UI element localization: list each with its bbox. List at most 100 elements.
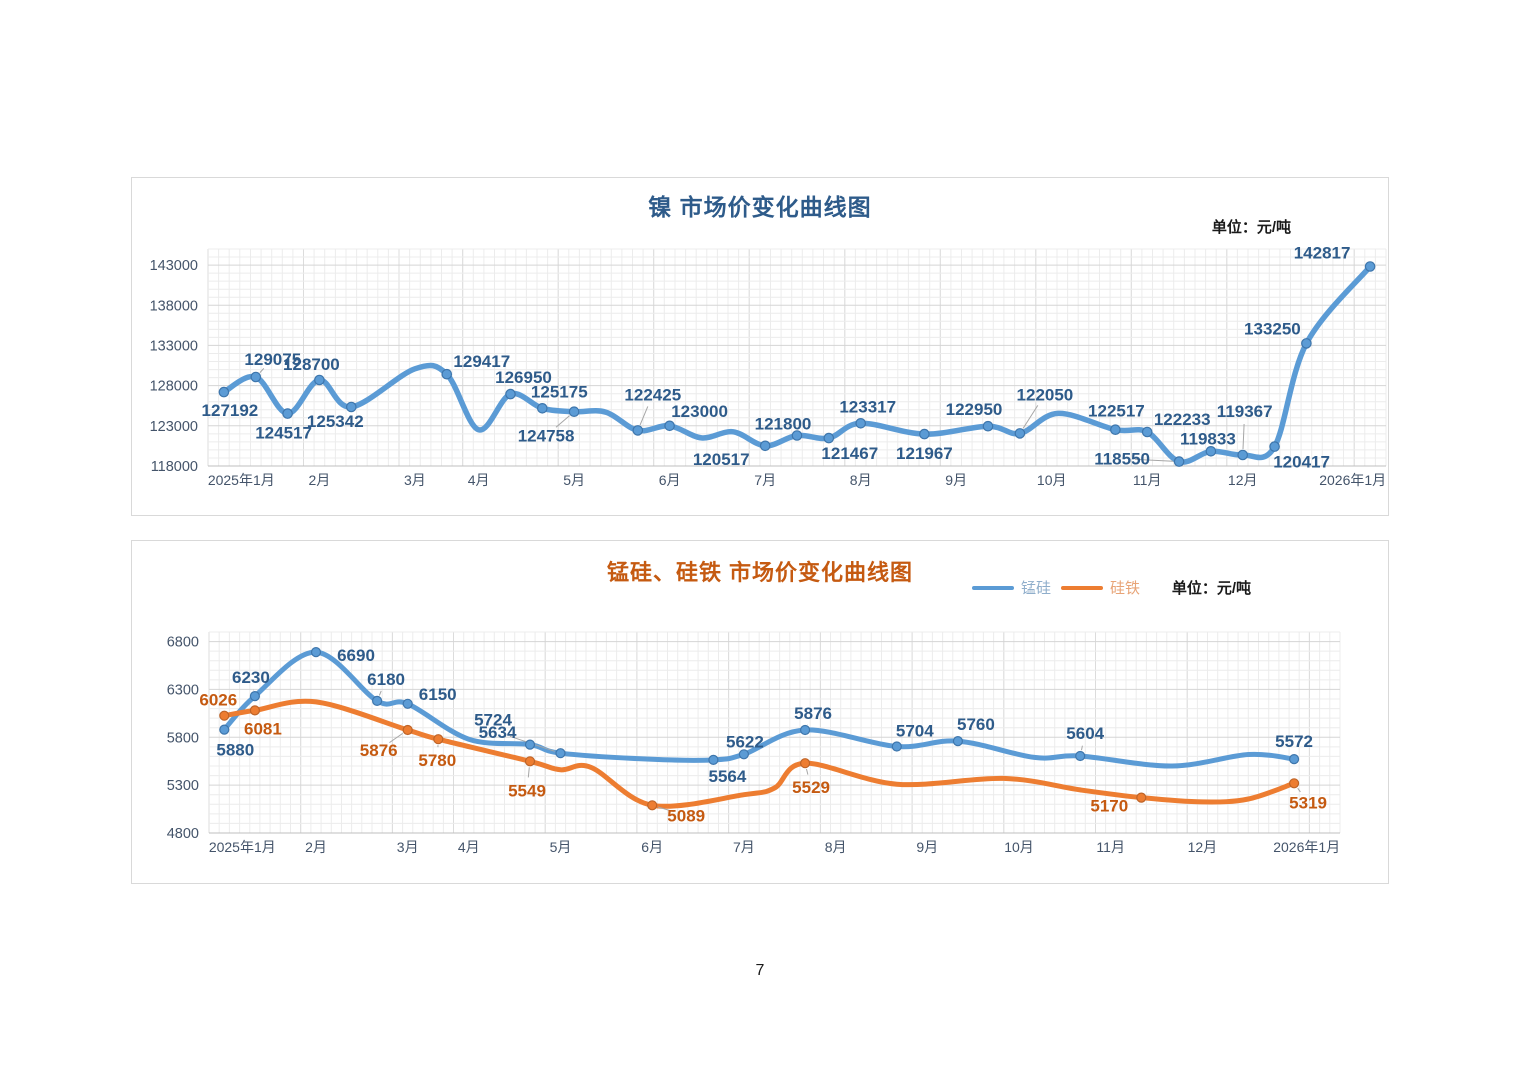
data-point-label: 119367 bbox=[1217, 402, 1273, 421]
label-leader-line bbox=[1242, 423, 1245, 450]
svg-text:2026年1月: 2026年1月 bbox=[1319, 472, 1386, 488]
data-point-marker bbox=[1288, 754, 1300, 765]
data-point-label: 122050 bbox=[1017, 385, 1074, 404]
data-point-marker bbox=[1173, 456, 1185, 467]
svg-text:2026年1月: 2026年1月 bbox=[1273, 839, 1340, 855]
data-point-marker bbox=[982, 420, 994, 432]
data-point-marker bbox=[1014, 428, 1026, 439]
data-point-label: 133250 bbox=[1244, 319, 1301, 338]
data-point-label: 126950 bbox=[495, 368, 552, 387]
data-point-marker bbox=[282, 408, 293, 419]
legend-item-fesi: 硅铁 bbox=[1060, 577, 1140, 598]
data-point-marker bbox=[505, 388, 516, 400]
data-point-marker bbox=[433, 734, 444, 745]
data-point-marker bbox=[1301, 338, 1312, 349]
grid-lines bbox=[208, 631, 1341, 834]
label-leader-line bbox=[639, 406, 649, 426]
svg-text:4月: 4月 bbox=[468, 472, 490, 488]
data-point-marker bbox=[218, 386, 230, 398]
svg-text:6300: 6300 bbox=[167, 682, 199, 698]
svg-text:5月: 5月 bbox=[563, 472, 585, 488]
data-point-marker bbox=[1136, 792, 1147, 803]
simn-line-swatch-icon bbox=[971, 585, 1014, 590]
data-point-label: 129075 bbox=[244, 350, 301, 369]
svg-text:11月: 11月 bbox=[1096, 839, 1125, 855]
data-point-marker bbox=[219, 710, 230, 721]
data-point-marker bbox=[249, 705, 261, 716]
label-leader-line bbox=[657, 806, 674, 813]
data-point-label: 6230 bbox=[232, 668, 270, 687]
label-leader-line bbox=[389, 732, 403, 744]
svg-text:118000: 118000 bbox=[151, 459, 198, 475]
svg-text:3月: 3月 bbox=[397, 839, 419, 855]
data-point-marker bbox=[346, 401, 357, 413]
svg-text:6800: 6800 bbox=[167, 635, 199, 651]
data-point-label: 5604 bbox=[1066, 724, 1104, 743]
data-point-marker bbox=[823, 432, 835, 444]
data-point-marker bbox=[891, 741, 902, 752]
data-point-label: 122517 bbox=[1088, 402, 1145, 421]
data-point-marker bbox=[1205, 445, 1217, 457]
y-axis-labels: 4800 5300 5800 6300 6800 bbox=[167, 635, 199, 842]
alloy-chart-title: 锰硅、硅铁 市场价变化曲线图 bbox=[606, 560, 914, 585]
data-point-marker bbox=[952, 736, 964, 747]
data-point-marker bbox=[759, 440, 771, 452]
svg-text:2025年1月: 2025年1月 bbox=[209, 839, 276, 855]
svg-text:128000: 128000 bbox=[150, 379, 198, 395]
svg-text:10月: 10月 bbox=[1037, 472, 1067, 488]
nickel-unit-label: 单位：元/吨 bbox=[1211, 219, 1291, 236]
data-point-label: 122425 bbox=[624, 385, 681, 404]
data-point-marker bbox=[536, 403, 548, 414]
svg-text:5800: 5800 bbox=[167, 730, 199, 746]
data-point-label: 122950 bbox=[946, 400, 1003, 419]
data-point-marker bbox=[249, 691, 261, 702]
data-point-label: 5704 bbox=[896, 722, 934, 741]
data-point-label: 120417 bbox=[1273, 453, 1330, 472]
data-point-marker bbox=[372, 695, 383, 706]
data-point-label: 118550 bbox=[1094, 450, 1150, 469]
data-point-label: 5780 bbox=[418, 751, 456, 770]
data-point-label: 5529 bbox=[792, 778, 830, 797]
nickel-price-chart[interactable]: 镍 市场价变化曲线图 单位：元/吨 118000 123000 128000 1330… bbox=[131, 177, 1389, 516]
data-point-label: 5319 bbox=[1289, 793, 1327, 812]
svg-text:6月: 6月 bbox=[659, 472, 681, 488]
data-point-marker bbox=[568, 406, 580, 417]
label-leader-line bbox=[527, 767, 530, 778]
svg-text:4月: 4月 bbox=[458, 839, 480, 855]
data-point-marker bbox=[647, 800, 658, 811]
data-point-label: 121467 bbox=[821, 444, 878, 463]
svg-text:133000: 133000 bbox=[150, 338, 198, 354]
data-point-marker bbox=[708, 754, 719, 765]
data-point-label: 124758 bbox=[518, 427, 575, 446]
data-point-label: 5572 bbox=[1275, 732, 1313, 751]
data-point-label: 6081 bbox=[244, 719, 282, 738]
data-point-label: 142817 bbox=[1294, 244, 1351, 263]
data-point-label: 6180 bbox=[367, 670, 405, 689]
svg-text:8月: 8月 bbox=[825, 839, 847, 855]
label-leader-line bbox=[1297, 787, 1301, 793]
data-point-label: 122233 bbox=[1154, 410, 1211, 429]
data-point-marker bbox=[919, 428, 930, 440]
data-point-marker bbox=[1269, 441, 1280, 452]
data-point-label: 5634 bbox=[479, 723, 517, 742]
data-point-marker bbox=[1110, 424, 1121, 435]
data-point-marker bbox=[441, 368, 453, 380]
svg-text:7月: 7月 bbox=[754, 472, 776, 488]
data-point-label: 6026 bbox=[199, 691, 237, 710]
data-point-marker bbox=[402, 698, 413, 709]
data-point-marker bbox=[555, 748, 566, 759]
data-point-label: 125342 bbox=[307, 412, 364, 431]
data-point-marker bbox=[524, 756, 536, 767]
data-point-label: 5876 bbox=[360, 741, 398, 760]
data-point-marker bbox=[402, 724, 413, 736]
label-leader-line bbox=[259, 368, 265, 373]
svg-text:12月: 12月 bbox=[1228, 472, 1258, 488]
svg-text:9月: 9月 bbox=[916, 839, 938, 855]
data-point-label: 5549 bbox=[508, 781, 546, 800]
nickel-chart-plot: 118000 123000 128000 133000 138000 143000 2025… bbox=[150, 244, 1387, 488]
svg-text:4800: 4800 bbox=[167, 826, 199, 842]
data-point-marker bbox=[1288, 778, 1300, 789]
simn-fesi-price-chart[interactable]: 锰硅、硅铁 市场价变化曲线图 锰硅 硅铁 单位：元/吨 4800 5300 5800… bbox=[131, 540, 1389, 884]
y-axis-labels: 118000 123000 128000 133000 138000 143000 bbox=[150, 258, 198, 475]
alloy-chart-legend: 锰硅 硅铁 bbox=[971, 577, 1140, 598]
